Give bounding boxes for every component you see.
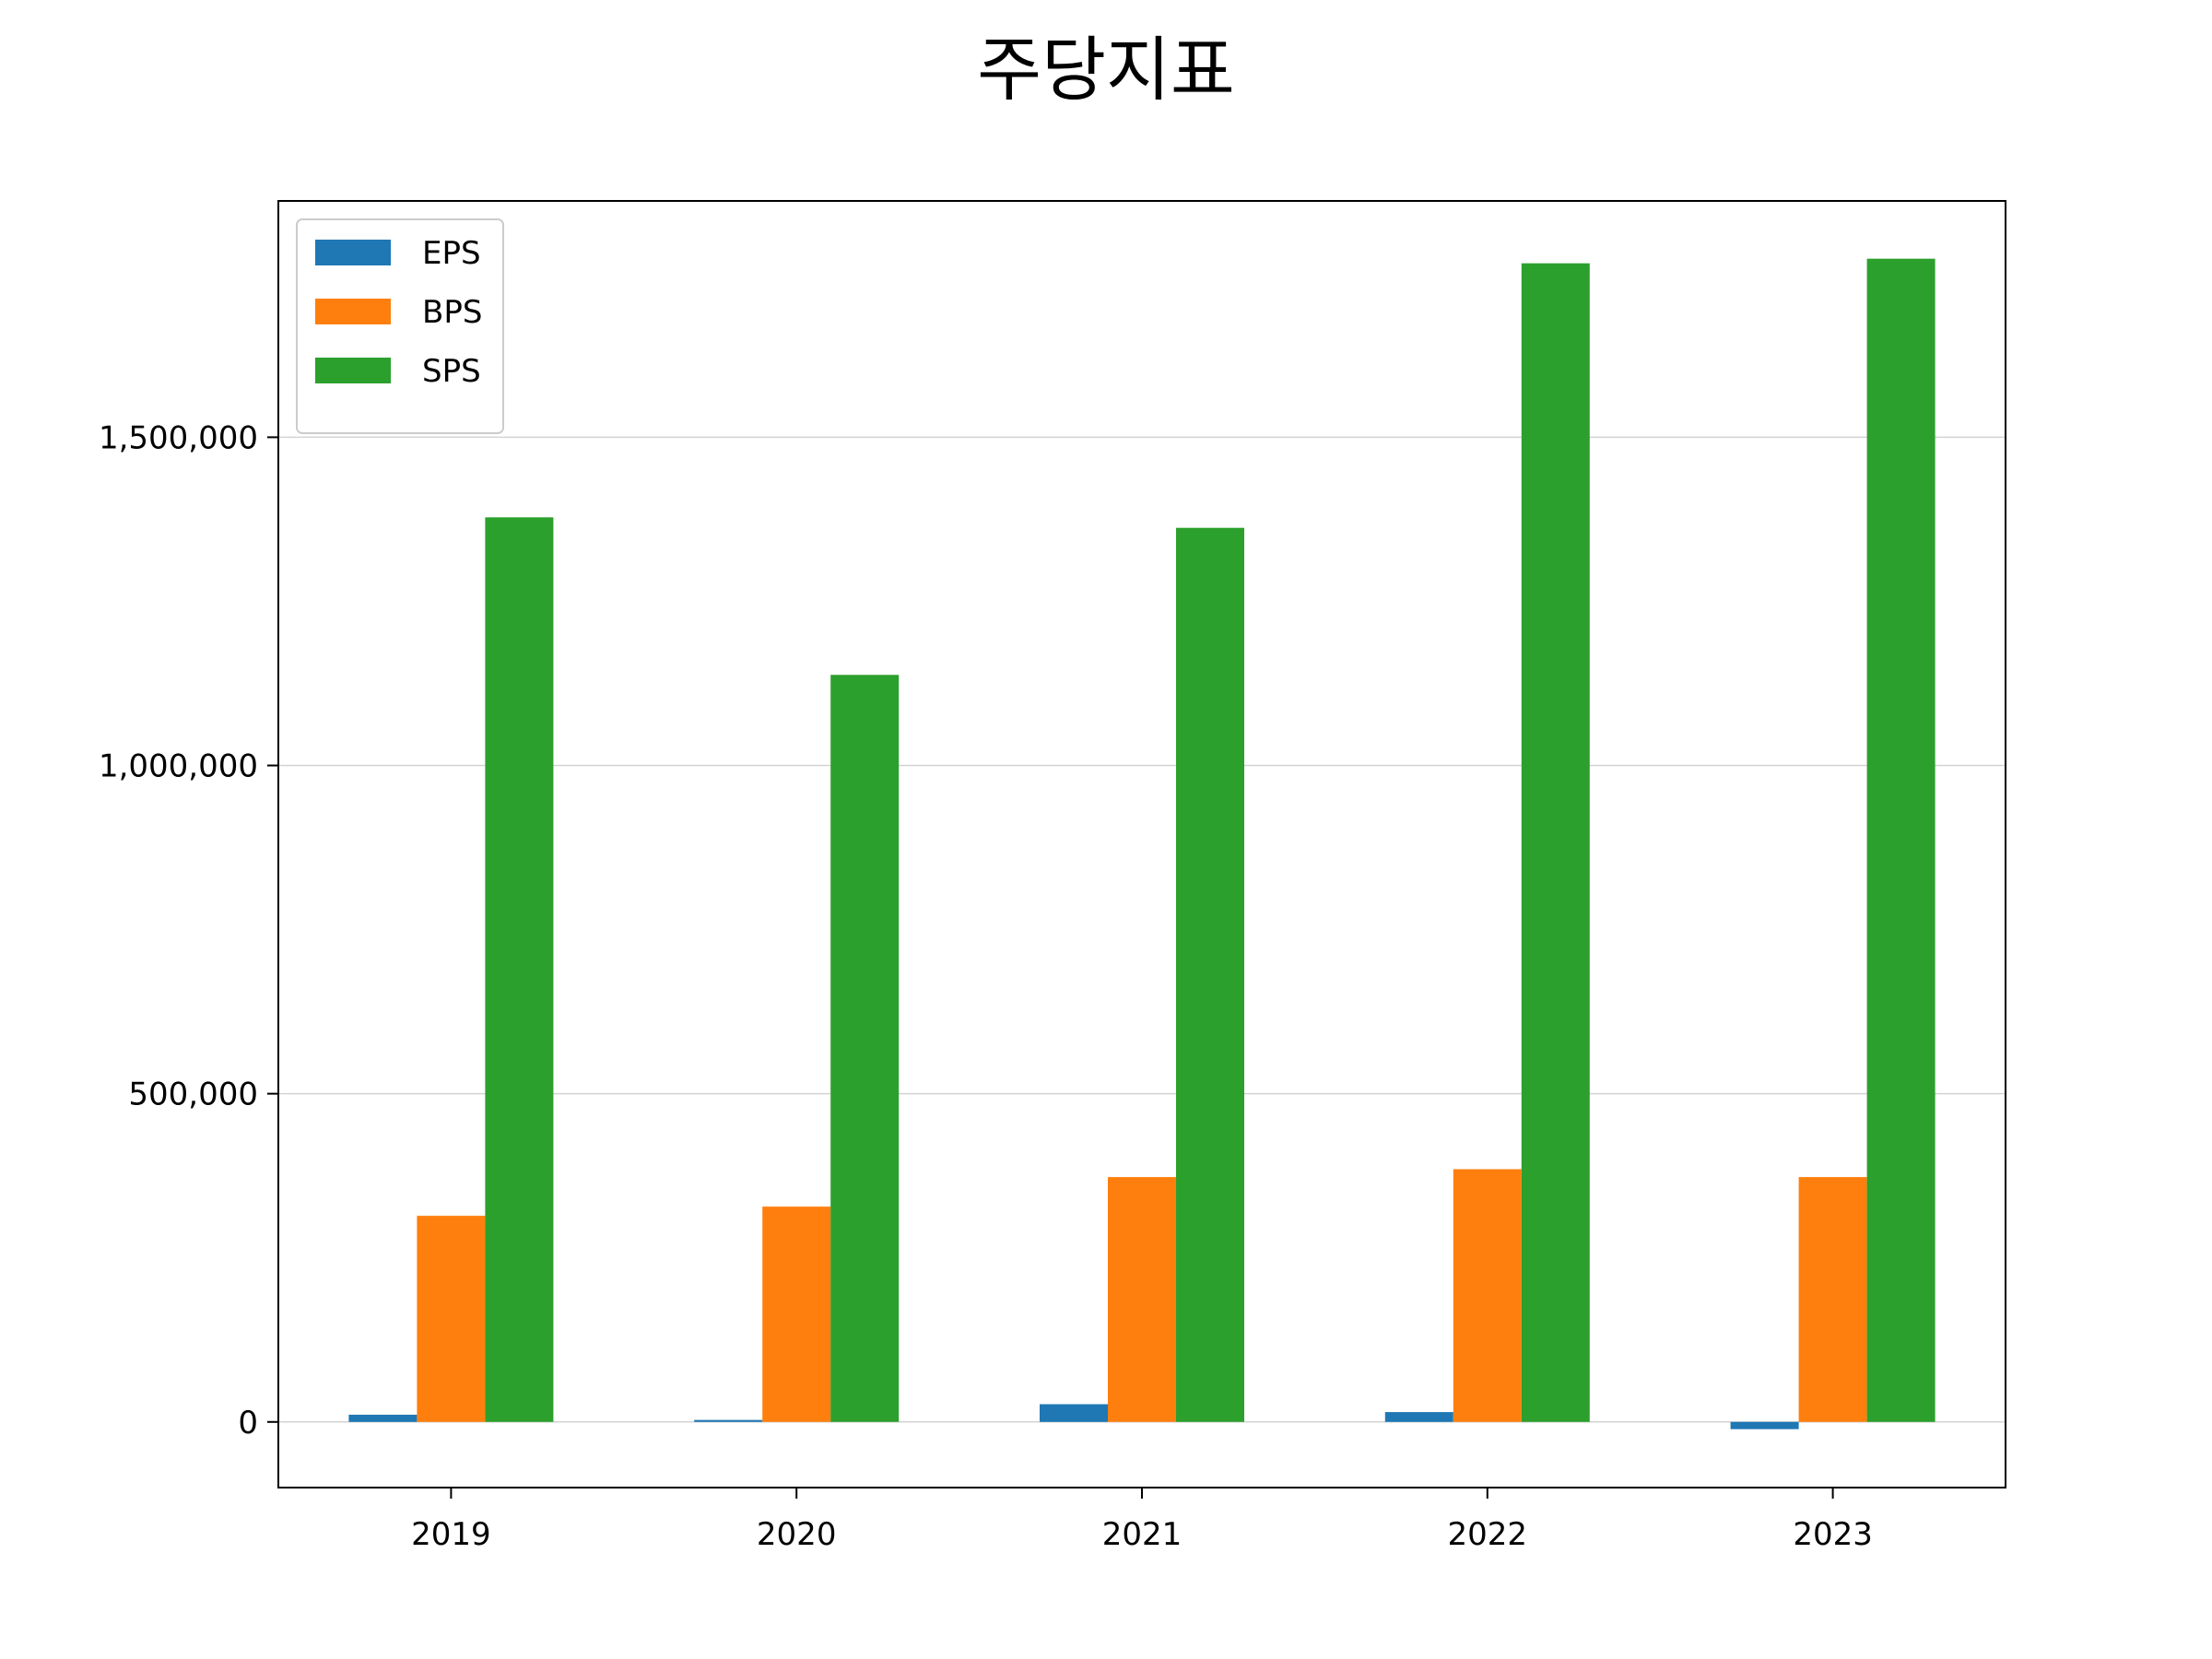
bar-sps-2022 (1521, 263, 1590, 1422)
x-tick-label: 2021 (1102, 1516, 1182, 1553)
x-tick-label: 2019 (411, 1516, 491, 1553)
bar-bps-2023 (1798, 1177, 1867, 1422)
y-tick-label: 500,000 (128, 1077, 258, 1113)
bar-bps-2021 (1108, 1177, 1176, 1422)
x-tick-label: 2022 (1448, 1516, 1528, 1553)
y-tick-label: 1,000,000 (99, 748, 258, 785)
x-tick-label: 2020 (757, 1516, 837, 1553)
bar-eps-2022 (1384, 1412, 1453, 1422)
bar-eps-2021 (1040, 1404, 1108, 1422)
bar-eps-2020 (694, 1419, 763, 1422)
legend-swatch-sps (315, 358, 391, 383)
legend-swatch-bps (315, 299, 391, 324)
x-tick-label: 2023 (1793, 1516, 1873, 1553)
bar-sps-2020 (830, 675, 900, 1422)
y-tick-label: 0 (238, 1405, 258, 1441)
legend-label-eps: EPS (422, 235, 481, 272)
bar-bps-2019 (417, 1216, 486, 1422)
bar-sps-2021 (1176, 527, 1244, 1422)
bar-sps-2023 (1866, 258, 1936, 1422)
bar-sps-2019 (485, 517, 554, 1422)
axes: 0 500,000 1,000,000 1,500,000 2019 2020 2021 20… (99, 419, 1873, 1553)
bars (348, 258, 1936, 1430)
bar-eps-2023 (1730, 1421, 1799, 1430)
bar-eps-2019 (348, 1414, 418, 1422)
grid-lines (278, 436, 2006, 1423)
chart-title: 주당지표 (977, 29, 1235, 111)
bar-bps-2020 (762, 1206, 831, 1422)
legend-swatch-eps (315, 240, 391, 265)
legend-label-sps: SPS (422, 353, 481, 390)
legend: EPS BPS SPS (296, 218, 504, 434)
y-tick-label: 1,500,000 (99, 419, 258, 456)
legend-label-bps: BPS (422, 294, 482, 331)
bar-bps-2022 (1453, 1169, 1522, 1422)
